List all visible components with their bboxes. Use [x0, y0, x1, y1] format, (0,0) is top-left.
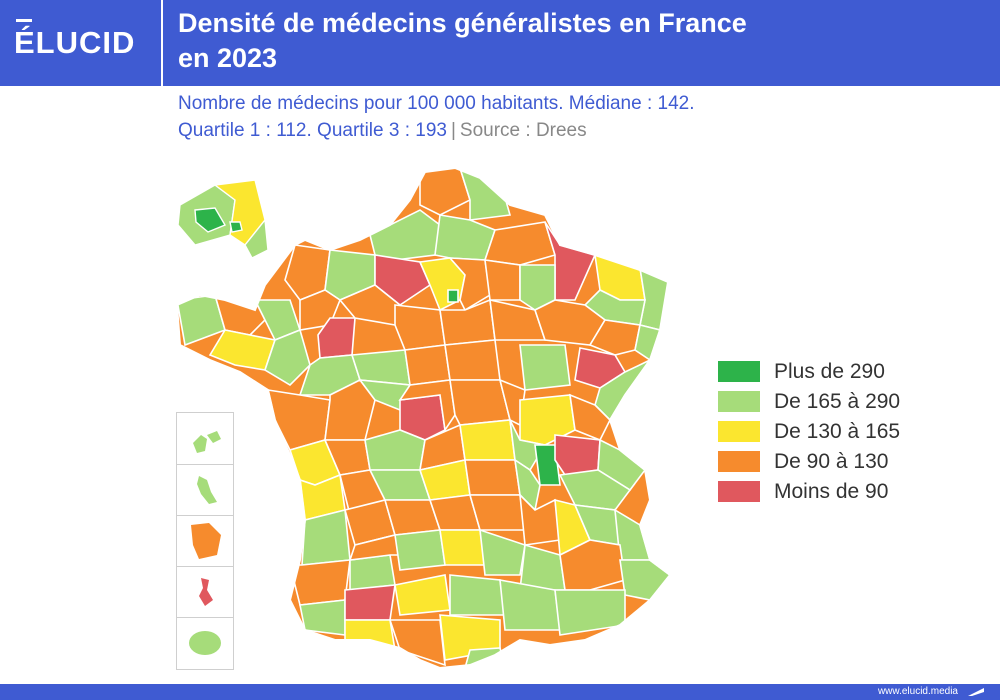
department-tile	[619, 559, 670, 601]
guadeloupe-shape	[193, 431, 221, 453]
guyane-shape	[191, 523, 221, 559]
subtitle-line-1: Nombre de médecins pour 100 000 habitant…	[178, 93, 695, 114]
department-tile	[244, 218, 269, 259]
subtitle-line-2: Quartile 1 : 112. Quartile 3 : 193 | Sourc…	[178, 117, 978, 144]
inset-reunion	[177, 617, 233, 668]
department-tile	[459, 419, 516, 461]
department-tile	[479, 528, 526, 576]
inset-martinique	[177, 464, 233, 516]
legend-swatch	[718, 391, 760, 412]
department-tile	[519, 344, 571, 391]
legend-label: Moins de 90	[774, 480, 889, 503]
legend-swatch	[718, 361, 760, 382]
reunion-shape	[189, 631, 221, 655]
department-tile	[374, 254, 432, 306]
department-tile	[483, 221, 557, 266]
legend-swatch	[718, 451, 760, 472]
department-tile	[569, 393, 611, 442]
department-tile	[558, 469, 632, 511]
france-outline	[175, 166, 670, 670]
department-tile	[449, 574, 506, 616]
logo-accent	[16, 19, 32, 22]
legend-label: De 90 à 130	[774, 450, 889, 473]
department-tile	[344, 584, 396, 621]
department-tile	[264, 328, 311, 387]
france-map	[175, 166, 670, 670]
department-tile	[404, 344, 451, 386]
department-tile	[484, 259, 521, 301]
department-tile	[444, 339, 501, 381]
martinique-shape	[197, 476, 217, 504]
inset-guadeloupe	[177, 413, 233, 465]
source-separator: |	[450, 120, 456, 141]
title-line-1: Densité de médecins généralistes en Fran…	[178, 8, 747, 38]
department-tile	[229, 221, 243, 233]
inset-guyane	[177, 515, 233, 567]
mayotte-shape	[199, 578, 213, 606]
header-divider	[161, 0, 163, 86]
legend-swatch	[718, 481, 760, 502]
department-tile	[597, 438, 647, 492]
department-tile	[439, 529, 486, 566]
elucid-logo: ÉLUCID	[14, 25, 136, 60]
department-tile	[513, 458, 541, 512]
page-title: Densité de médecins généralistes en Fran…	[178, 6, 978, 76]
department-tile	[419, 168, 471, 216]
legend-label: De 130 à 165	[774, 420, 901, 443]
department-tile	[348, 534, 402, 561]
department-tile	[394, 529, 446, 571]
overseas-insets	[176, 412, 234, 670]
department-tile	[554, 434, 601, 476]
department-tile	[288, 559, 351, 606]
department-tile	[464, 459, 521, 496]
legend-label: De 165 à 290	[774, 390, 901, 413]
title-line-2: en 2023	[178, 43, 278, 73]
inset-mayotte	[177, 566, 233, 618]
header-banner: ÉLUCID Densité de médecins généralistes …	[0, 0, 1000, 86]
paris-inset	[177, 179, 269, 259]
department-tile	[534, 444, 561, 486]
source-text: Source : Drees	[459, 120, 587, 141]
subtitle-quartiles: Quartile 1 : 112. Quartile 3 : 193	[178, 120, 447, 141]
elucid-mark-icon	[968, 688, 984, 696]
subtitle: Nombre de médecins pour 100 000 habitant…	[178, 90, 978, 144]
department-tile	[447, 289, 459, 303]
department-tile	[301, 508, 351, 566]
department-tile	[349, 554, 396, 591]
legend-swatch	[718, 421, 760, 442]
footer-bar: www.elucid.media	[0, 684, 1000, 700]
department-tile	[388, 619, 446, 667]
department-tile	[369, 209, 441, 261]
footer-url[interactable]: www.elucid.media	[877, 686, 958, 697]
department-tile	[468, 494, 526, 531]
department-tile	[588, 319, 641, 356]
legend-label: Plus de 290	[774, 360, 885, 383]
department-tile	[394, 304, 446, 351]
department-tile	[194, 207, 227, 233]
